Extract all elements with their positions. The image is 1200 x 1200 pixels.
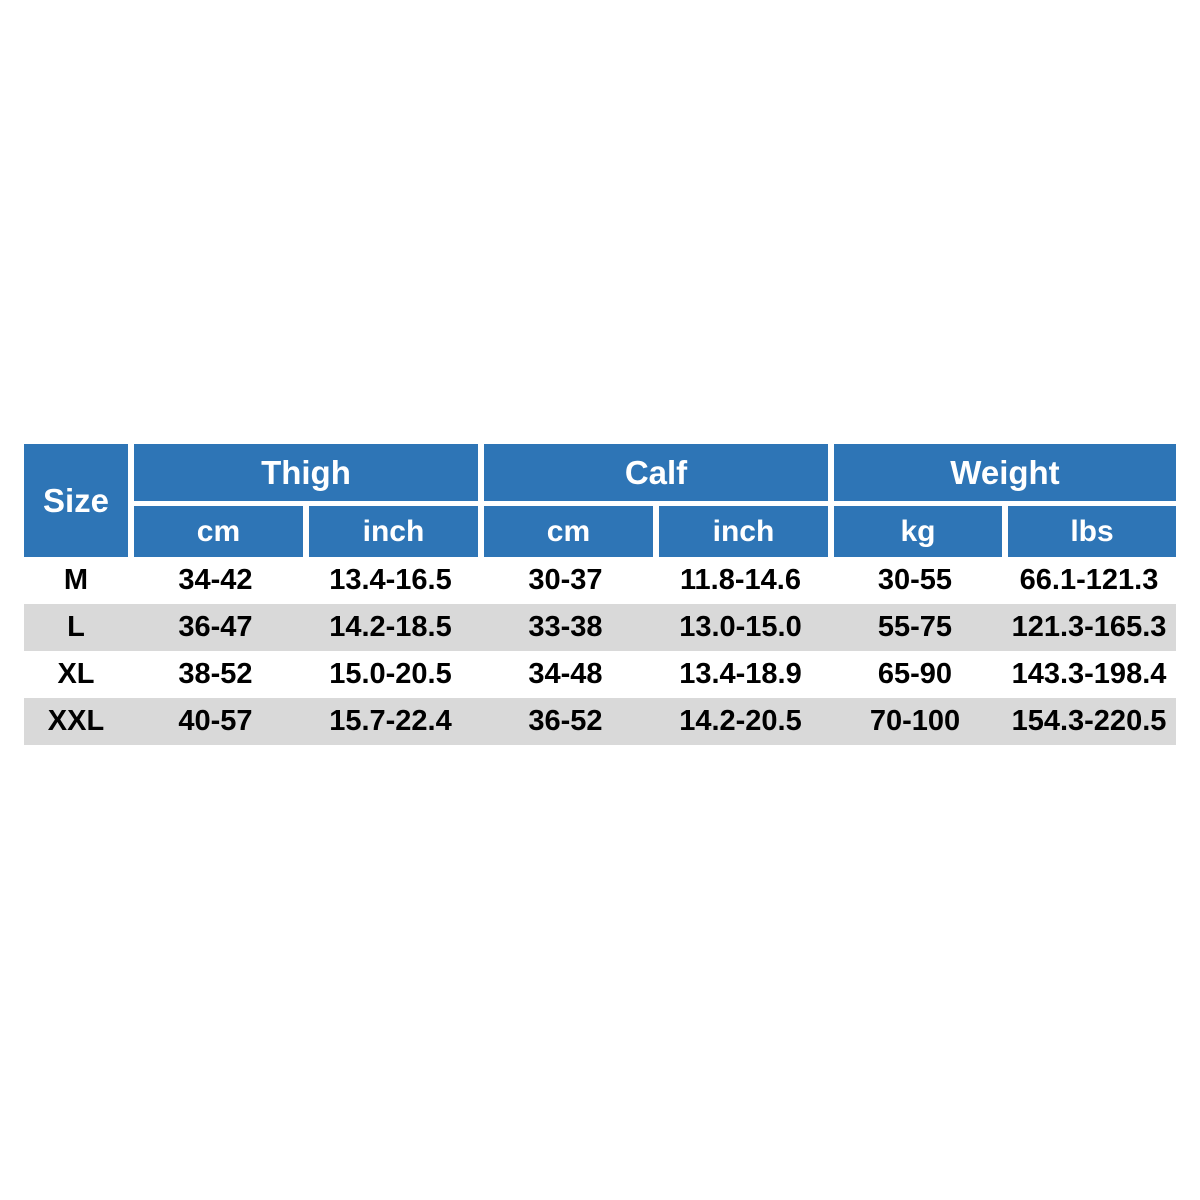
thigh-cm-value: 36-47 bbox=[178, 611, 253, 643]
thigh-inch-value: 14.2-18.5 bbox=[329, 611, 452, 643]
size-label: XXL bbox=[47, 705, 105, 737]
weight-kg-value: 65-90 bbox=[877, 658, 953, 690]
calf-cm-value: 30-37 bbox=[528, 564, 603, 596]
size-column-header: Size bbox=[23, 444, 128, 557]
thigh-cm-value: 34-42 bbox=[178, 564, 253, 596]
table-body: M 34-42 13.4-16.5 30-37 11.8-14.6 30-55 … bbox=[23, 557, 1176, 745]
table-row-xxl: XXL 40-57 15.7-22.4 36-52 14.2-20.5 70-1… bbox=[23, 698, 1176, 745]
weight-group-header: Weight bbox=[827, 444, 1176, 501]
thigh-inch-value: 15.7-22.4 bbox=[329, 705, 452, 737]
calf-cm-value: 36-52 bbox=[528, 705, 603, 737]
weight-kg-value: 70-100 bbox=[869, 705, 961, 737]
weight-kg-value: 55-75 bbox=[877, 611, 953, 643]
weight-kg-value: 30-55 bbox=[877, 564, 953, 596]
weight-lbs-header: lbs bbox=[1001, 501, 1176, 557]
table-row-l: L 36-47 14.2-18.5 33-38 13.0-15.0 55-75 … bbox=[23, 604, 1176, 651]
table-row-m: M 34-42 13.4-16.5 30-37 11.8-14.6 30-55 … bbox=[23, 557, 1176, 604]
weight-lbs-value: 143.3-198.4 bbox=[1011, 658, 1167, 690]
calf-cm-header: cm bbox=[477, 501, 653, 557]
thigh-cm-value: 40-57 bbox=[178, 705, 253, 737]
thigh-cm-header: cm bbox=[127, 501, 303, 557]
weight-kg-header: kg bbox=[827, 501, 1002, 557]
thigh-cm-value: 38-52 bbox=[178, 658, 253, 690]
weight-lbs-value: 154.3-220.5 bbox=[1011, 705, 1167, 737]
thigh-group-header: Thigh bbox=[127, 444, 478, 501]
size-label: L bbox=[67, 611, 85, 643]
calf-inch-value: 11.8-14.6 bbox=[680, 564, 801, 596]
thigh-inch-header: inch bbox=[302, 501, 478, 557]
thigh-inch-value: 15.0-20.5 bbox=[329, 658, 452, 690]
weight-lbs-value: 121.3-165.3 bbox=[1011, 611, 1167, 643]
calf-inch-value: 14.2-20.5 bbox=[679, 705, 802, 737]
table-row-xl: XL 38-52 15.0-20.5 34-48 13.4-18.9 65-90… bbox=[23, 651, 1176, 698]
calf-cm-value: 33-38 bbox=[528, 611, 603, 643]
size-label: XL bbox=[57, 658, 95, 690]
calf-inch-value: 13.0-15.0 bbox=[679, 611, 802, 643]
calf-cm-value: 34-48 bbox=[528, 658, 603, 690]
calf-group-header: Calf bbox=[477, 444, 828, 501]
calf-inch-value: 13.4-18.9 bbox=[679, 658, 802, 690]
thigh-inch-value: 13.4-16.5 bbox=[329, 564, 452, 596]
size-label: M bbox=[63, 564, 89, 596]
calf-inch-header: inch bbox=[652, 501, 828, 557]
size-chart-table: Size Thigh Calf Weight cm inch cm inch k… bbox=[23, 444, 1176, 745]
table-header: Size Thigh Calf Weight cm inch cm inch k… bbox=[23, 444, 1176, 557]
weight-lbs-value: 66.1-121.3 bbox=[1019, 564, 1159, 596]
